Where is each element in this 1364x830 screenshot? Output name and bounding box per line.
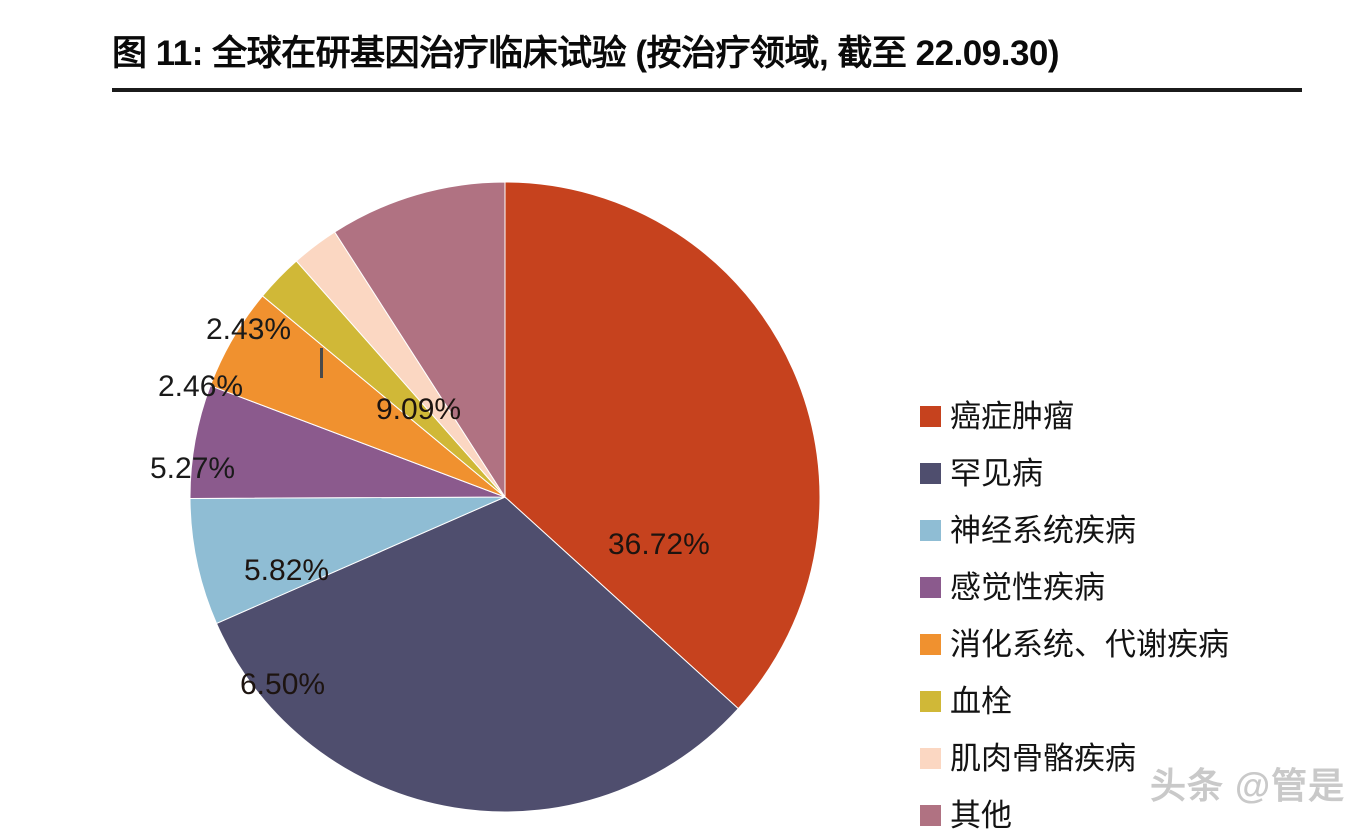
legend-color-swatch <box>920 520 941 541</box>
chart-legend: 癌症肿瘤罕见病神经系统疾病 感觉性疾病消化系统、代谢疾病 血栓肌肉骨骼疾病 其他 <box>920 388 1320 830</box>
pie-slice[interactable] <box>504 181 821 710</box>
page-title: 图 11: 全球在研基因治疗临床试验 (按治疗领域, 截至 22.09.30) <box>112 34 1060 73</box>
legend-item[interactable]: 其他 <box>920 787 1320 830</box>
title-divider <box>112 87 1302 92</box>
leader-line-musculoskeletal <box>320 348 323 378</box>
legend-item-label: 其他 <box>950 798 1012 830</box>
chart-title-block: 图 11: 全球在研基因治疗临床试验 (按治疗领域, 截至 22.09.30) <box>112 32 1302 92</box>
data-label-neuro: 6.50% <box>240 668 326 701</box>
pie-slice-group <box>189 181 821 813</box>
pie-chart <box>188 180 822 814</box>
pie-slice[interactable] <box>189 496 506 625</box>
legend-item[interactable]: 癌症肿瘤 <box>920 388 1320 445</box>
data-label-sensory: 5.82% <box>244 554 330 587</box>
legend-item[interactable]: 神经系统疾病 <box>920 502 1320 559</box>
legend-item-label: 感觉性疾病 <box>950 570 1105 605</box>
legend-item[interactable]: 肌肉骨骼疾病 <box>920 730 1320 787</box>
legend-item-label: 罕见病 <box>950 456 1043 491</box>
data-label-cancer: 36.72% <box>608 528 710 561</box>
data-label-musculoskeletal: 2.43% <box>206 313 292 346</box>
legend-color-swatch <box>920 691 941 712</box>
legend-color-swatch <box>920 577 941 598</box>
legend-color-swatch <box>920 406 941 427</box>
legend-item[interactable]: 感觉性疾病 <box>920 559 1320 616</box>
legend-item-label: 消化系统、代谢疾病 <box>950 627 1229 662</box>
legend-item-label: 肌肉骨骼疾病 <box>950 741 1136 776</box>
data-label-other: 9.09% <box>376 393 462 426</box>
data-label-digestive-metabolic: 5.27% <box>150 452 236 485</box>
legend-item-label: 癌症肿瘤 <box>950 399 1074 434</box>
legend-item-label: 血栓 <box>950 684 1012 719</box>
pie-svg <box>189 181 821 813</box>
legend-color-swatch <box>920 748 941 769</box>
legend-color-swatch <box>920 634 941 655</box>
pie-slice[interactable] <box>215 496 740 813</box>
legend-item[interactable]: 消化系统、代谢疾病 <box>920 616 1320 673</box>
pie-slice[interactable] <box>334 181 506 499</box>
data-label-thrombosis: 2.46% <box>158 370 244 403</box>
legend-item[interactable]: 血栓 <box>920 673 1320 730</box>
chart-area: 36.72% 31.70% 6.50% 5.82% 5.27% 2.46% 2.… <box>0 130 1364 830</box>
legend-color-swatch <box>920 805 941 826</box>
watermark-text: 头条 @管是 <box>1150 765 1346 806</box>
legend-item[interactable]: 罕见病 <box>920 445 1320 502</box>
legend-item-label: 神经系统疾病 <box>950 513 1136 548</box>
legend-color-swatch <box>920 463 941 484</box>
